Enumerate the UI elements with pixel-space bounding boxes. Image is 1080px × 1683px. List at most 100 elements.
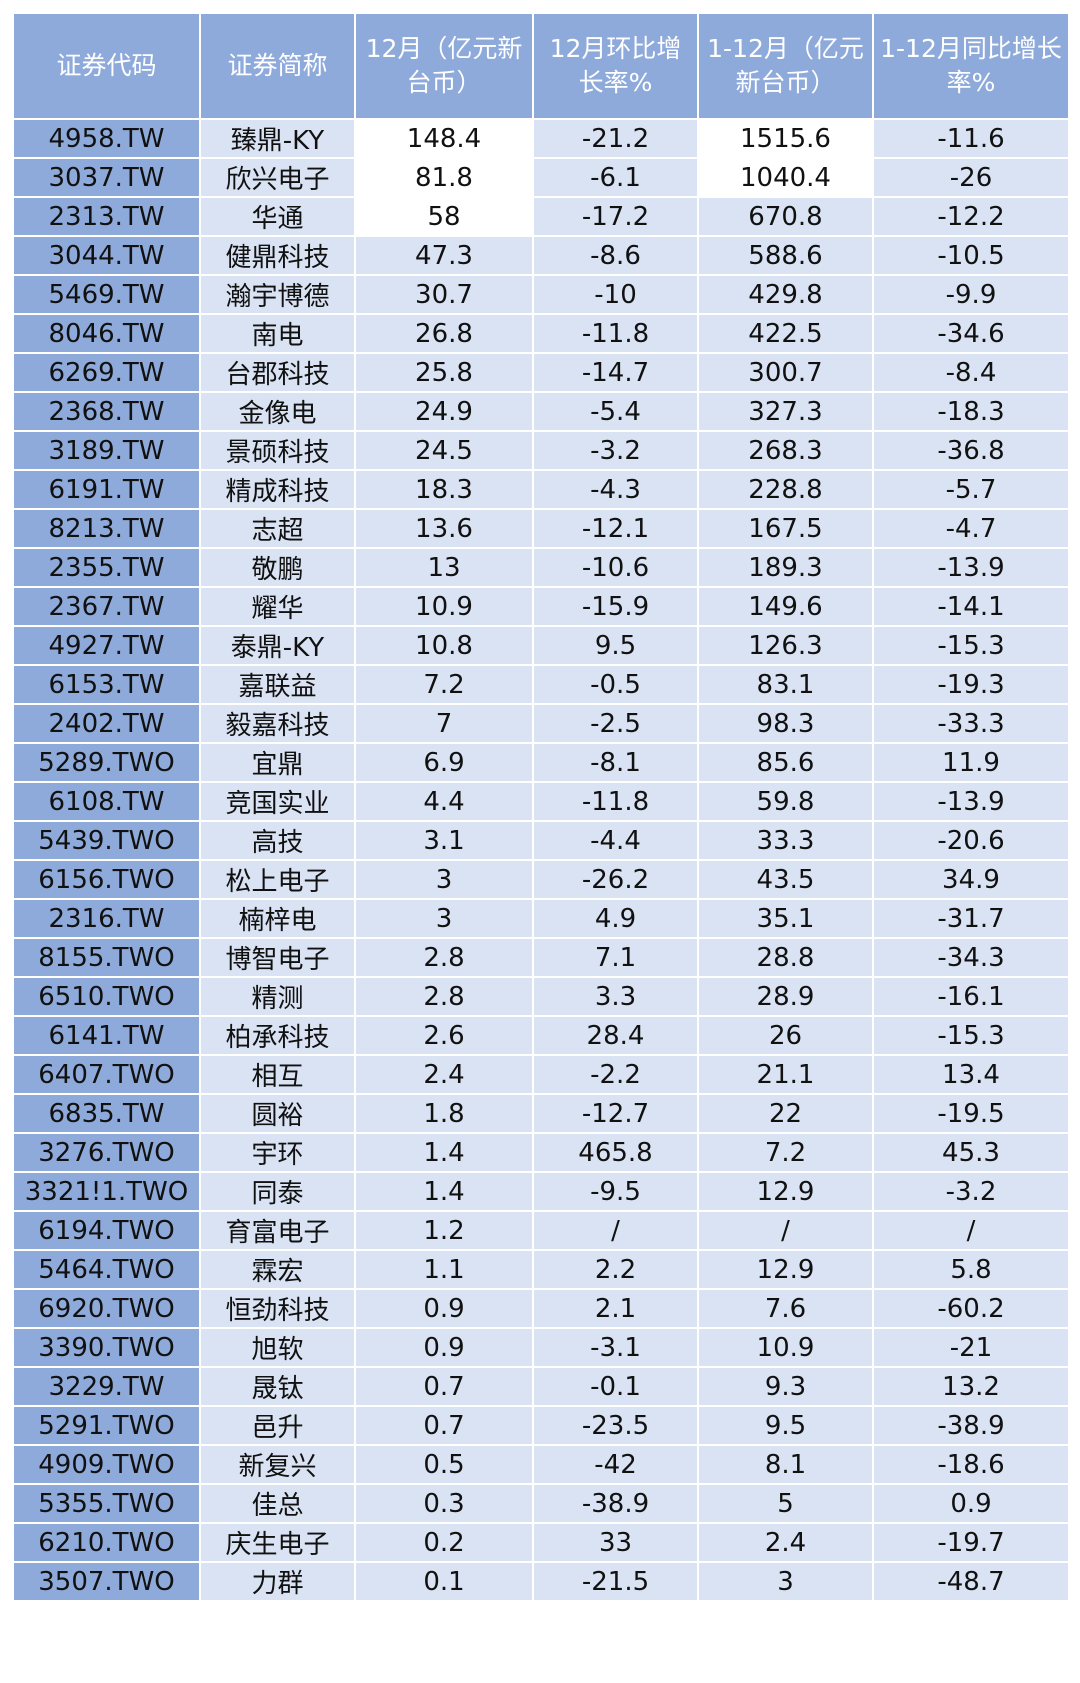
value-cell: -8.1 (532, 742, 699, 783)
value-cell: -9.5 (532, 1171, 699, 1212)
value-cell: 0.7 (354, 1366, 534, 1407)
table-row: 2355.TW 敬鹏 13 -10.6 189.3 -13.9 (12, 547, 1070, 588)
code-cell: 6194.TWO (12, 1210, 201, 1251)
table-row: 5464.TWO 霖宏 1.1 2.2 12.9 5.8 (12, 1249, 1070, 1290)
table-wrap: 证券代码 证券简称 12月（亿元新台币） 12月环比增长率% 1-12月（亿元新台币） 1… (12, 12, 1070, 1602)
value-cell: 228.8 (697, 469, 874, 510)
value-cell: 83.1 (697, 664, 874, 705)
table-row: 3507.TWO 力群 0.1 -21.5 3 -48.7 (12, 1561, 1070, 1602)
code-cell: 4958.TW (12, 118, 201, 159)
code-cell: 6141.TW (12, 1015, 201, 1056)
value-cell: -31.7 (872, 898, 1070, 939)
table-row: 6920.TWO 恒劲科技 0.9 2.1 7.6 -60.2 (12, 1288, 1070, 1329)
code-cell: 8155.TWO (12, 937, 201, 978)
value-cell: 670.8 (697, 196, 874, 237)
value-cell: -12.1 (532, 508, 699, 549)
value-cell: 0.5 (354, 1444, 534, 1485)
value-cell: 28.4 (532, 1015, 699, 1056)
code-cell: 3037.TW (12, 157, 201, 198)
name-cell: 庆生电子 (199, 1522, 356, 1563)
value-cell: 13 (354, 547, 534, 588)
code-cell: 2313.TW (12, 196, 201, 237)
value-cell: -3.2 (532, 430, 699, 471)
value-cell: 0.1 (354, 1561, 534, 1602)
value-cell: -15.9 (532, 586, 699, 627)
table-row: 2368.TW 金像电 24.9 -5.4 327.3 -18.3 (12, 391, 1070, 432)
table-row: 3276.TWO 宇环 1.4 465.8 7.2 45.3 (12, 1132, 1070, 1173)
value-cell: 1040.4 (697, 157, 874, 198)
value-cell: 9.3 (697, 1366, 874, 1407)
code-cell: 6269.TW (12, 352, 201, 393)
table-row: 5289.TWO 宜鼎 6.9 -8.1 85.6 11.9 (12, 742, 1070, 783)
name-cell: 嘉联益 (199, 664, 356, 705)
value-cell: 43.5 (697, 859, 874, 900)
value-cell: 327.3 (697, 391, 874, 432)
value-cell: 1.8 (354, 1093, 534, 1134)
value-cell: 1515.6 (697, 118, 874, 159)
code-cell: 3507.TWO (12, 1561, 201, 1602)
value-cell: -19.3 (872, 664, 1070, 705)
header-cell: 1-12月同比增长率% (872, 12, 1070, 120)
value-cell: -0.1 (532, 1366, 699, 1407)
name-cell: 晟钛 (199, 1366, 356, 1407)
value-cell: 4.4 (354, 781, 534, 822)
name-cell: 金像电 (199, 391, 356, 432)
table-row: 5291.TWO 邑升 0.7 -23.5 9.5 -38.9 (12, 1405, 1070, 1446)
code-cell: 6191.TW (12, 469, 201, 510)
value-cell: -6.1 (532, 157, 699, 198)
value-cell: 2.4 (697, 1522, 874, 1563)
value-cell: 21.1 (697, 1054, 874, 1095)
code-cell: 8046.TW (12, 313, 201, 354)
value-cell: 85.6 (697, 742, 874, 783)
table-body: 4958.TW 臻鼎-KY 148.4 -21.2 1515.6 -11.6 3037.TW… (12, 118, 1070, 1602)
code-cell: 5464.TWO (12, 1249, 201, 1290)
name-cell: 毅嘉科技 (199, 703, 356, 744)
data-table: 证券代码 证券简称 12月（亿元新台币） 12月环比增长率% 1-12月（亿元新台币） 1… (12, 12, 1070, 1602)
value-cell: -18.3 (872, 391, 1070, 432)
name-cell: 泰鼎-KY (199, 625, 356, 666)
code-cell: 2316.TW (12, 898, 201, 939)
value-cell: 2.1 (532, 1288, 699, 1329)
value-cell: -26 (872, 157, 1070, 198)
code-cell: 6407.TWO (12, 1054, 201, 1095)
value-cell: 35.1 (697, 898, 874, 939)
value-cell: 13.6 (354, 508, 534, 549)
name-cell: 华通 (199, 196, 356, 237)
value-cell: 2.8 (354, 937, 534, 978)
value-cell: 7.2 (697, 1132, 874, 1173)
value-cell: 189.3 (697, 547, 874, 588)
name-cell: 南电 (199, 313, 356, 354)
value-cell: -9.9 (872, 274, 1070, 315)
value-cell: 167.5 (697, 508, 874, 549)
table-row: 2316.TW 楠梓电 3 4.9 35.1 -31.7 (12, 898, 1070, 939)
value-cell: 148.4 (354, 118, 534, 159)
table-row: 8213.TW 志超 13.6 -12.1 167.5 -4.7 (12, 508, 1070, 549)
name-cell: 邑升 (199, 1405, 356, 1446)
value-cell: 5 (697, 1483, 874, 1524)
value-cell: 47.3 (354, 235, 534, 276)
value-cell: 0.2 (354, 1522, 534, 1563)
value-cell: -21.2 (532, 118, 699, 159)
value-cell: 1.2 (354, 1210, 534, 1251)
value-cell: 98.3 (697, 703, 874, 744)
table-row: 4909.TWO 新复兴 0.5 -42 8.1 -18.6 (12, 1444, 1070, 1485)
name-cell: 景硕科技 (199, 430, 356, 471)
value-cell: -4.4 (532, 820, 699, 861)
value-cell: -5.4 (532, 391, 699, 432)
code-cell: 5355.TWO (12, 1483, 201, 1524)
value-cell: 34.9 (872, 859, 1070, 900)
value-cell: 33.3 (697, 820, 874, 861)
value-cell: 13.4 (872, 1054, 1070, 1095)
name-cell: 耀华 (199, 586, 356, 627)
code-cell: 8213.TW (12, 508, 201, 549)
value-cell: 12.9 (697, 1249, 874, 1290)
value-cell: -5.7 (872, 469, 1070, 510)
value-cell: 33 (532, 1522, 699, 1563)
name-cell: 同泰 (199, 1171, 356, 1212)
name-cell: 台郡科技 (199, 352, 356, 393)
value-cell: 465.8 (532, 1132, 699, 1173)
header-cell: 证券代码 (12, 12, 201, 120)
code-cell: 5469.TW (12, 274, 201, 315)
value-cell: -14.1 (872, 586, 1070, 627)
value-cell: 9.5 (697, 1405, 874, 1446)
